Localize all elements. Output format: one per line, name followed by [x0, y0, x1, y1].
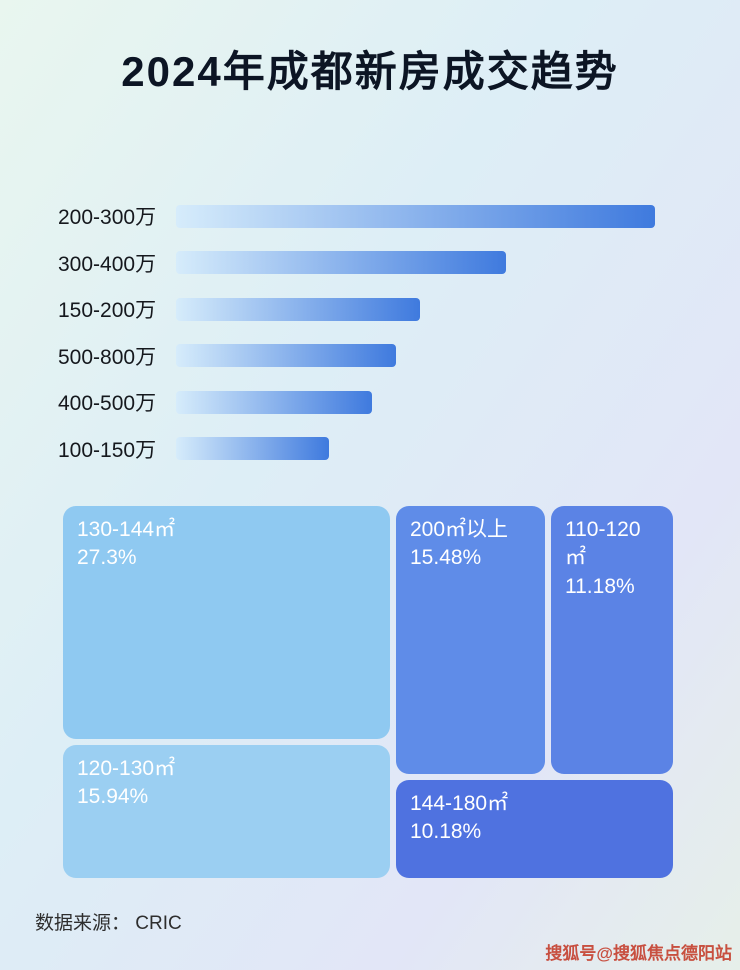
treemap-block-label: 144-180㎡ [410, 792, 509, 815]
bar [176, 297, 421, 321]
bar-row: 300-400万 [58, 240, 680, 287]
bar-category-label: 200-300万 [58, 206, 157, 230]
treemap-block-130-144: 130-144㎡ 27.3% [63, 506, 390, 739]
bar-category-label: 100-150万 [58, 438, 157, 462]
treemap-block-label: 200㎡以上 [410, 518, 509, 541]
treemap-block-value: 27.3% [77, 546, 137, 570]
treemap-block-110-120: 110-120㎡ 11.18% [551, 506, 673, 774]
treemap-block-144-180: 144-180㎡ 10.18% [396, 780, 673, 878]
bar-category-label: 400-500万 [58, 392, 157, 416]
bar-track [176, 437, 680, 461]
treemap-block-value: 15.48% [410, 546, 482, 570]
bar-track [176, 344, 680, 368]
treemap-block-label: 110-120㎡ [565, 518, 641, 570]
treemap-block-value: 15.94% [77, 785, 149, 809]
data-source-note: 数据来源： CRIC [35, 913, 182, 934]
treemap-block-value: 10.18% [410, 820, 482, 844]
bar-row: 500-800万 [58, 333, 680, 380]
bar [176, 390, 373, 414]
bar [176, 437, 330, 461]
bar [176, 251, 507, 275]
area-band-treemap: 130-144㎡ 27.3% 120-130㎡ 15.94% 200㎡以上 15… [63, 506, 673, 878]
treemap-block-label: 130-144㎡ [77, 518, 176, 541]
bar-track [176, 297, 680, 321]
treemap-block-200-plus: 200㎡以上 15.48% [396, 506, 545, 774]
bar [176, 344, 397, 368]
bar-track [176, 251, 680, 275]
bar-row: 100-150万 [58, 426, 680, 473]
bar-row: 150-200万 [58, 286, 680, 333]
bar-category-label: 300-400万 [58, 252, 157, 276]
bar-row: 200-300万 [58, 193, 680, 240]
bar-track [176, 204, 680, 228]
bar [176, 204, 655, 228]
treemap-block-value: 11.18% [565, 574, 635, 598]
treemap-block-label: 120-130㎡ [77, 757, 176, 780]
bar-row: 400-500万 [58, 379, 680, 426]
bar-track [176, 390, 680, 414]
bar-category-label: 500-800万 [58, 345, 157, 369]
watermark: 搜狐号@搜狐焦点德阳站 [545, 944, 732, 963]
treemap-block-120-130: 120-130㎡ 15.94% [63, 745, 390, 878]
price-band-bar-chart: 200-300万 300-400万 150-200万 500-800万 400-… [58, 193, 680, 472]
page-title: 2024年成都新房成交趋势 [121, 48, 619, 95]
bar-category-label: 150-200万 [58, 299, 157, 323]
